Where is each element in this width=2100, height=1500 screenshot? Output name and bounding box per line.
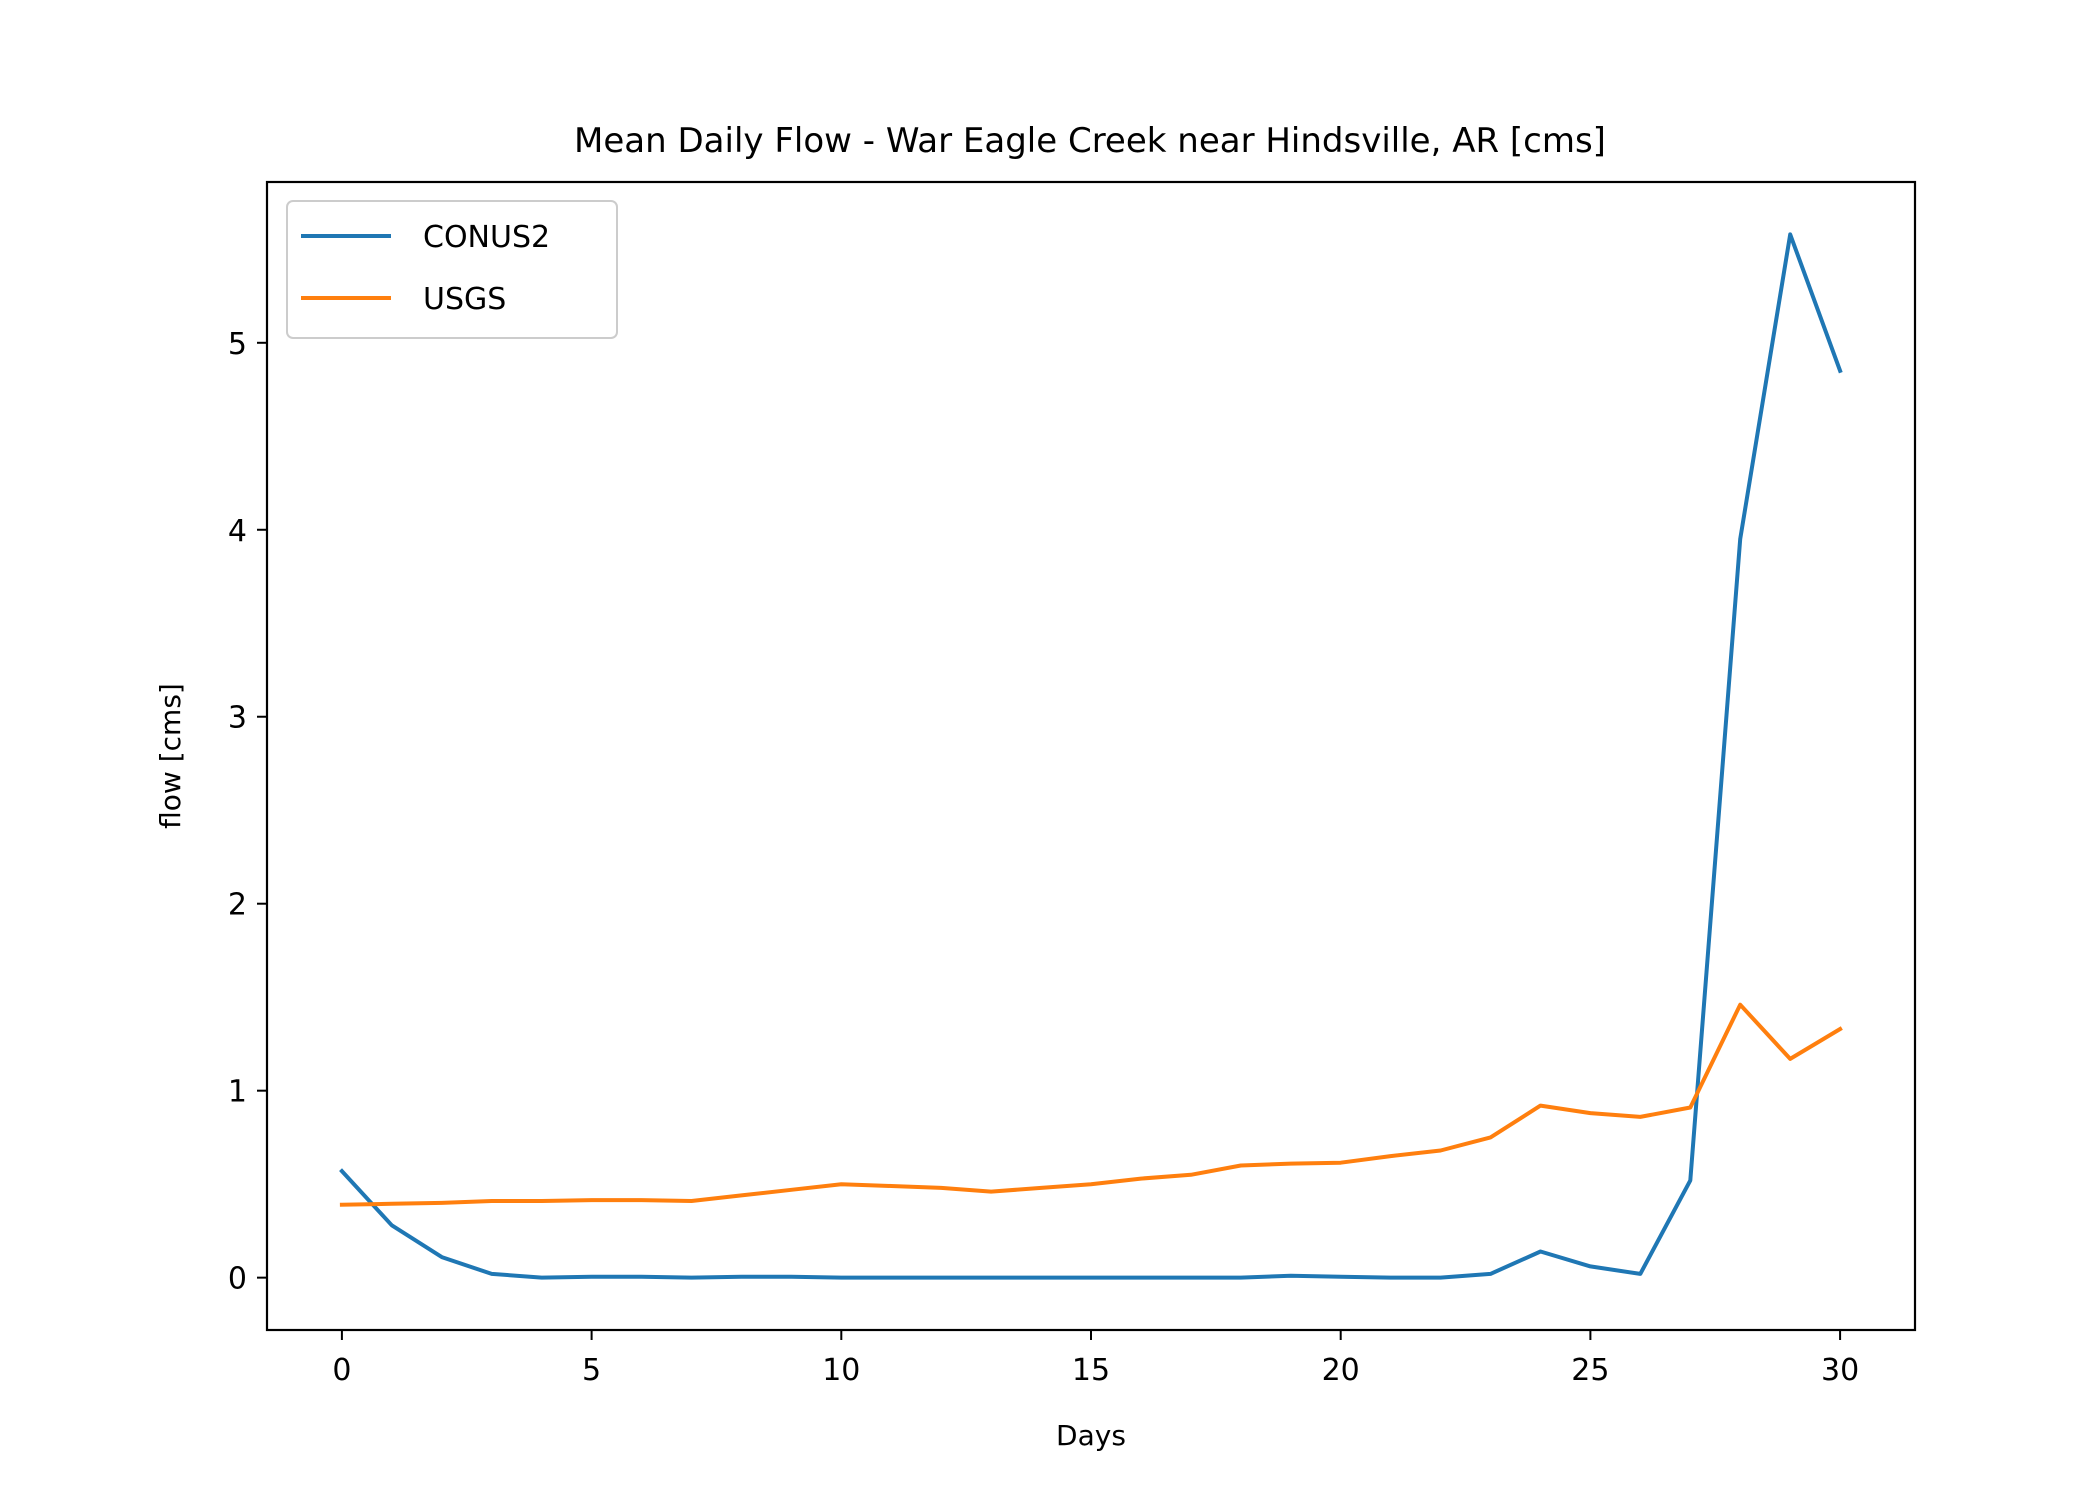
x-axis-label: Days xyxy=(1056,1419,1126,1452)
x-tick-label: 30 xyxy=(1821,1353,1859,1388)
legend: CONUS2 USGS xyxy=(286,200,618,339)
series-line-conus2 xyxy=(339,232,1843,1280)
series-line-usgs xyxy=(339,1002,1843,1207)
y-tick-label: 2 xyxy=(228,888,247,923)
x-tick-label: 25 xyxy=(1571,1353,1609,1388)
x-tick-label: 20 xyxy=(1322,1353,1360,1388)
legend-label-conus2: CONUS2 xyxy=(423,220,550,255)
y-tick-label: 1 xyxy=(228,1075,247,1110)
x-tick-label: 0 xyxy=(332,1353,351,1388)
x-tick-label: 10 xyxy=(822,1353,860,1388)
series-lines xyxy=(339,232,1843,1280)
y-tick-label: 5 xyxy=(228,327,247,362)
y-tick-label: 4 xyxy=(228,514,247,549)
plot-area xyxy=(265,180,1917,1332)
y-tick-label: 0 xyxy=(228,1262,247,1297)
y-tick-label: 3 xyxy=(228,701,247,736)
axes-frame xyxy=(265,180,1917,1332)
legend-label-usgs: USGS xyxy=(423,282,506,317)
chart-title: Mean Daily Flow - War Eagle Creek near H… xyxy=(574,121,1606,161)
x-axis-ticks: 0 5 10 15 20 25 30 xyxy=(332,1330,1859,1388)
y-axis-ticks: 0 1 2 3 4 5 xyxy=(228,327,267,1297)
y-axis-label: flow [cms] xyxy=(154,683,187,829)
x-tick-label: 15 xyxy=(1072,1353,1110,1388)
x-tick-label: 5 xyxy=(582,1353,601,1388)
